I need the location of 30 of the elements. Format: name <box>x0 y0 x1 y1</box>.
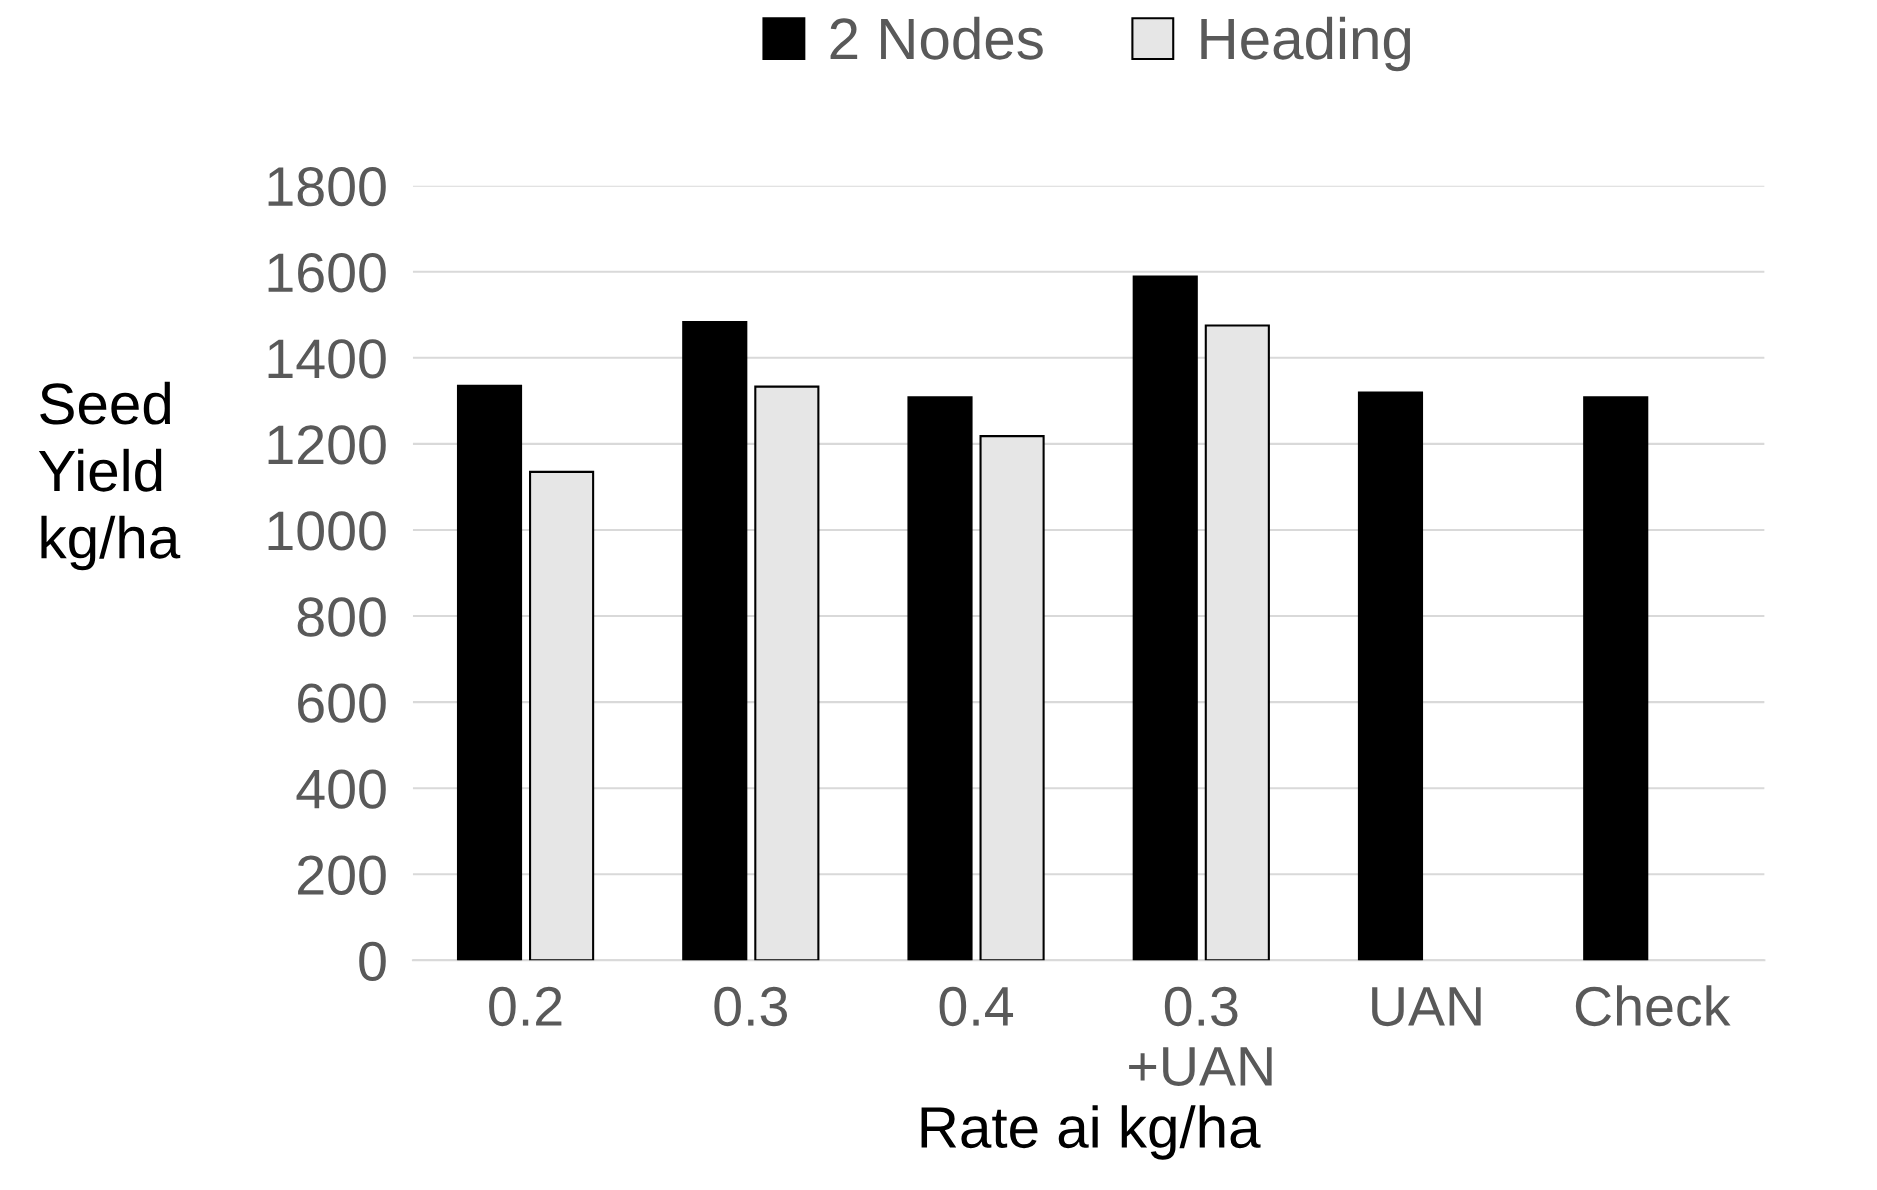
y-tick-label: 1200 <box>268 425 386 465</box>
bar <box>907 396 973 961</box>
bar <box>1204 324 1270 961</box>
x-tick-label: 0.2 <box>489 986 562 1027</box>
bar <box>979 435 1045 961</box>
bar <box>1583 396 1649 961</box>
y-tick-label: 1800 <box>268 166 386 207</box>
bar <box>1132 275 1198 961</box>
y-tick-label: 200 <box>298 855 386 895</box>
y-tick-label: 0 <box>359 941 386 982</box>
x-tick-label: 0.4 <box>939 986 1014 1027</box>
legend-label: Heading <box>1201 16 1411 72</box>
bar <box>682 321 748 961</box>
bar <box>1357 391 1424 961</box>
x-tick-label: 0.3 <box>714 986 787 1027</box>
bar <box>754 385 820 961</box>
y-tick-label: 1600 <box>268 253 386 293</box>
legend-label: 2 Nodes <box>830 16 1043 60</box>
y-tick-label: 800 <box>297 597 386 637</box>
x-tick-label: UAN <box>1372 987 1481 1027</box>
x-tick-label: 0.3 +UAN <box>1129 986 1272 1086</box>
bar <box>529 470 595 961</box>
y-tick-label: 400 <box>296 769 386 809</box>
y-tick-label: 1000 <box>268 511 386 551</box>
y-axis-title: Seed Yield kg/ha <box>38 381 181 571</box>
x-axis-title: Rate ai kg/ha <box>921 1105 1261 1160</box>
y-tick-label: 600 <box>298 683 386 723</box>
y-tick-label: 1400 <box>268 339 386 379</box>
x-tick-label: Check <box>1575 985 1731 1027</box>
bar <box>456 384 523 961</box>
